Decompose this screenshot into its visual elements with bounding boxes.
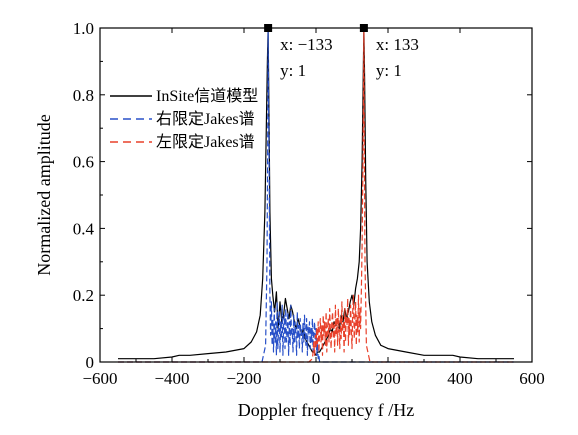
plot-frame: [99, 27, 533, 363]
data-cursor-label-x: x: 133: [376, 35, 419, 54]
y-tick-label: 0.8: [73, 86, 94, 105]
legend-label: 右限定Jakes谱: [156, 110, 255, 128]
series-line-insite: [118, 27, 514, 360]
series-line-left-jakes: [118, 27, 514, 363]
data-cursor-label-y: y: 1: [376, 61, 402, 80]
y-tick-label: 0: [86, 353, 95, 372]
y-tick-label: 0.6: [73, 153, 94, 172]
legend-label: 左限定Jakes谱: [156, 133, 255, 151]
x-axis-title: Doppler frequency f /Hz: [238, 400, 414, 420]
tick-layer: −600 −400 −200 0 200 400 600 0 0.2 0.4 0.6 0.8 1.0: [73, 19, 545, 388]
y-tick-label: 0.2: [73, 286, 94, 305]
series-line-right-jakes: [118, 27, 514, 363]
x-tick-label: −600: [82, 369, 117, 388]
frame-layer: [99, 27, 533, 363]
x-tick-label: 200: [375, 369, 401, 388]
legend-label: InSite信道模型: [156, 87, 258, 105]
x-tick-label: −400: [154, 369, 189, 388]
data-layer: [118, 27, 514, 363]
x-tick-label: 600: [519, 369, 545, 388]
y-axis-title: Normalized amplitude: [34, 114, 54, 275]
data-cursor-label-x: x: −133: [280, 35, 333, 54]
x-tick-label: 0: [312, 369, 321, 388]
x-tick-label: 400: [447, 369, 473, 388]
y-tick-label: 1.0: [73, 19, 94, 38]
y-tick-label: 0.4: [73, 219, 95, 238]
data-cursor-marker: [359, 24, 368, 32]
marker-layer: x: −133 y: 1 x: 133 y: 1: [264, 24, 419, 80]
data-cursor-label-y: y: 1: [280, 61, 306, 80]
data-cursor-marker: [264, 24, 273, 32]
x-tick-label: −200: [226, 369, 261, 388]
